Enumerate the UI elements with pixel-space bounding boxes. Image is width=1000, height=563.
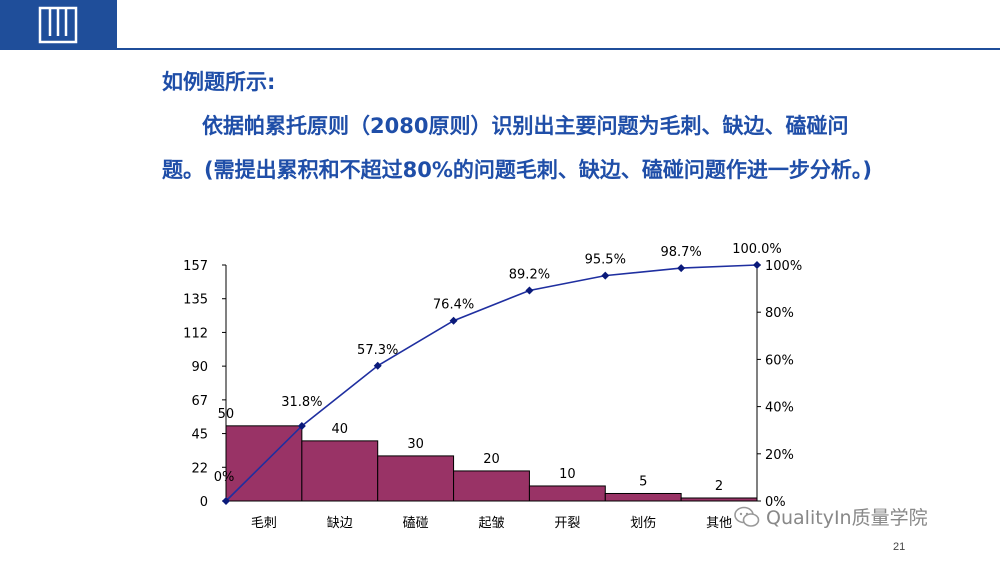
x-tick-label: 磕碰 [403, 515, 429, 531]
cumulative-point [222, 497, 230, 505]
x-tick-label: 开裂 [554, 516, 580, 531]
x-tick-label: 毛刺 [251, 516, 277, 531]
cumulative-label: 89.2% [509, 267, 550, 282]
x-tick-label: 缺边 [327, 516, 353, 531]
cumulative-point [677, 264, 686, 273]
cumulative-label: 95.5% [585, 253, 626, 268]
cumulative-label: 57.3% [357, 343, 398, 358]
logo-icon [38, 6, 78, 44]
cumulative-label: 76.4% [433, 298, 474, 313]
slide-paragraph: 依据帕累托原则（2080原则）识别出主要问题为毛刺、缺边、磕碰问题。(需提出累积… [162, 114, 872, 182]
bar [301, 440, 379, 502]
y-tick-label-right: 80% [765, 306, 794, 321]
y-tick-label-right: 40% [765, 401, 794, 416]
cumulative-point [525, 286, 534, 295]
bar [528, 485, 606, 502]
watermark-text: QualityIn质量学院 [766, 507, 928, 529]
y-tick-label-left: 22 [191, 461, 208, 476]
wechat-icon [734, 506, 760, 527]
cumulative-line [225, 264, 758, 502]
bar-value-label: 20 [483, 452, 500, 467]
y-tick-label-left: 45 [191, 428, 208, 443]
cumulative-point [753, 261, 761, 269]
y-tick-label-right: 60% [765, 353, 794, 368]
y-tick-label-right: 100% [765, 259, 802, 274]
bar [604, 492, 682, 502]
y-tick-label-right: 0% [765, 495, 786, 510]
x-tick-label: 起皱 [478, 515, 504, 531]
y-tick-label-left: 67 [191, 394, 208, 409]
cumulative-point [297, 421, 306, 430]
bar-value-label: 5 [639, 474, 647, 489]
bar [377, 455, 455, 502]
slide-text: 如例题所示: 依据帕累托原则（2080原则）识别出主要问题为毛刺、缺边、磕碰问题… [162, 60, 882, 192]
bar [453, 470, 530, 502]
y-tick-label-left: 112 [183, 326, 208, 341]
logo-box [0, 0, 117, 50]
y-tick-label-left: 157 [183, 259, 208, 274]
x-tick-label: 其他 [706, 516, 732, 531]
cumulative-label: 98.7% [660, 245, 701, 260]
watermark: QualityIn质量学院 [734, 503, 928, 530]
cumulative-label: 31.8% [281, 395, 322, 410]
slide-heading: 如例题所示: [162, 70, 276, 94]
y-tick-label-left: 0 [200, 495, 208, 510]
header-rule [117, 48, 1000, 50]
bar-value-label: 50 [218, 407, 235, 422]
bar-value-label: 10 [559, 467, 576, 482]
bar-value-label: 40 [332, 422, 349, 437]
bar-value-label: 30 [407, 437, 424, 452]
cumulative-point [373, 361, 382, 370]
page-number: 21 [893, 541, 906, 553]
bar-value-label: 2 [715, 479, 723, 494]
y-tick-label-left: 90 [191, 360, 208, 375]
y-tick-label-right: 20% [765, 448, 794, 463]
cumulative-point [449, 316, 458, 325]
x-tick-label: 划伤 [630, 516, 656, 531]
y-tick-label-left: 135 [183, 293, 208, 308]
cumulative-label: 100.0% [732, 242, 782, 257]
cumulative-point [601, 271, 610, 280]
cumulative-label: 0% [214, 470, 235, 485]
